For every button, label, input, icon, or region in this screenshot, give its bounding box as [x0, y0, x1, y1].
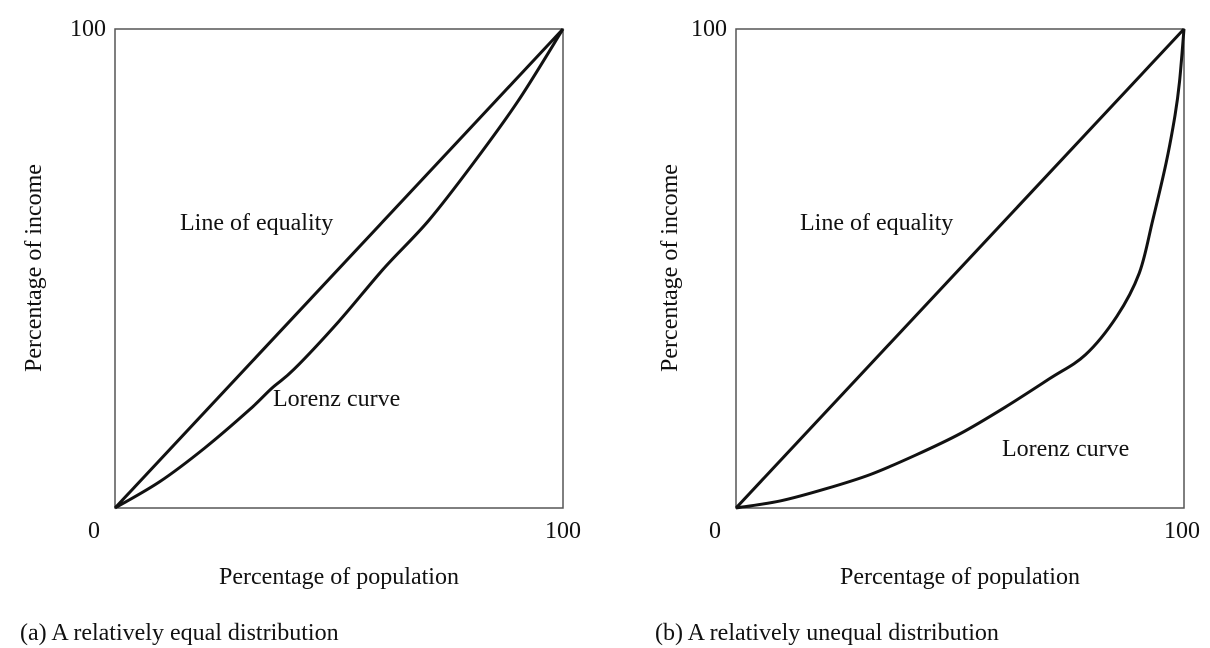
x-max-tick-a: 100 — [545, 518, 581, 544]
lorenz-label-a: Lorenz curve — [273, 386, 400, 412]
y-axis-label-a: Percentage of income — [21, 164, 47, 372]
lorenz-curve-b — [735, 28, 1186, 510]
line-of-equality-b — [734, 27, 1186, 510]
panel-b: 100 0 100 Percentage of population Perce… — [655, 16, 1200, 646]
y-max-tick-a: 100 — [70, 16, 106, 42]
panel-a: 100 0 100 Percentage of population Perce… — [20, 16, 581, 646]
equality-label-a: Line of equality — [180, 210, 333, 236]
y-max-tick-b: 100 — [691, 16, 727, 42]
x-axis-label-b: Percentage of population — [840, 564, 1080, 590]
x-max-tick-b: 100 — [1164, 518, 1200, 544]
origin-tick-b: 0 — [709, 518, 721, 544]
plot-frame-b — [735, 28, 1185, 509]
lorenz-curve-a — [114, 28, 565, 510]
plot-frame-a — [114, 28, 564, 509]
equality-label-b: Line of equality — [800, 210, 953, 236]
caption-a: (a) A relatively equal distribution — [20, 620, 339, 646]
x-axis-label-a: Percentage of population — [219, 564, 459, 590]
y-axis-label-b: Percentage of income — [657, 164, 683, 372]
line-of-equality-a — [113, 27, 565, 510]
lorenz-label-b: Lorenz curve — [1002, 436, 1129, 462]
origin-tick-a: 0 — [88, 518, 100, 544]
caption-b: (b) A relatively unequal distribution — [655, 620, 999, 646]
